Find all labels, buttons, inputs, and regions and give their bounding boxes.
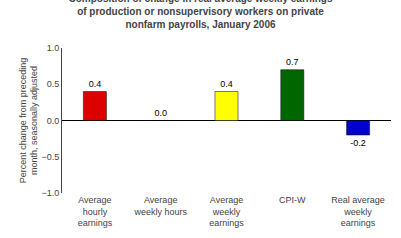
svg-text:Averagehourlyearnings: Averagehourlyearnings [78,195,113,228]
svg-text:0.0: 0.0 [47,116,60,126]
svg-text:Real averageweeklyearnings: Real averageweeklyearnings [331,195,385,228]
svg-text:-0.2: -0.2 [350,138,366,148]
svg-text:0.0: 0.0 [154,108,167,118]
svg-text:0.4: 0.4 [220,79,233,89]
svg-text:1.0: 1.0 [47,43,60,53]
svg-text:0.7: 0.7 [286,57,299,67]
svg-text:0.5: 0.5 [47,79,60,89]
svg-text:Averageweekly hours: Averageweekly hours [133,195,187,217]
svg-text:Percent change from precedingm: Percent change from precedingmonth, seas… [18,58,40,184]
svg-text:0.4: 0.4 [89,79,102,89]
svg-text:−0.5: −0.5 [41,152,59,162]
svg-text:−1.0: −1.0 [41,188,59,198]
svg-text:Composition of change in real: Composition of change in real average we… [69,0,333,30]
svg-text:CPI-W: CPI-W [279,195,306,205]
svg-text:Averageweeklyearnings: Averageweeklyearnings [209,195,244,228]
